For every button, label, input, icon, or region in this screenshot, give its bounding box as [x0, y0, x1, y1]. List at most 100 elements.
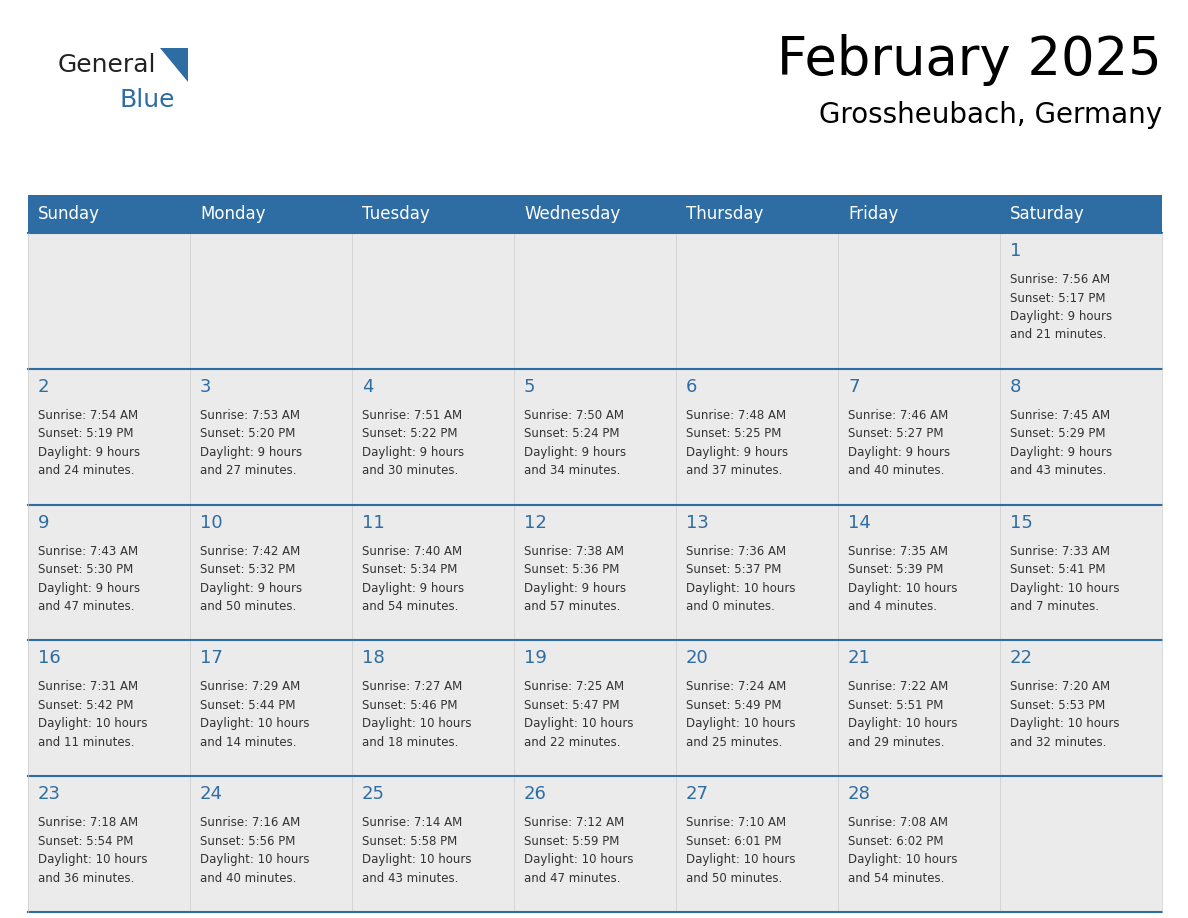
- Text: Sunrise: 7:46 AM
Sunset: 5:27 PM
Daylight: 9 hours
and 40 minutes.: Sunrise: 7:46 AM Sunset: 5:27 PM Dayligh…: [848, 409, 950, 477]
- Bar: [838, 505, 1000, 641]
- Bar: [29, 195, 190, 233]
- Text: Tuesday: Tuesday: [362, 205, 430, 223]
- Bar: [352, 777, 514, 912]
- Text: 23: 23: [38, 785, 61, 803]
- Text: 3: 3: [200, 378, 211, 396]
- Text: Sunrise: 7:42 AM
Sunset: 5:32 PM
Daylight: 9 hours
and 50 minutes.: Sunrise: 7:42 AM Sunset: 5:32 PM Dayligh…: [200, 544, 302, 613]
- Bar: [190, 641, 352, 777]
- Text: Sunrise: 7:38 AM
Sunset: 5:36 PM
Daylight: 9 hours
and 57 minutes.: Sunrise: 7:38 AM Sunset: 5:36 PM Dayligh…: [524, 544, 626, 613]
- Bar: [1000, 505, 1162, 641]
- Text: Sunrise: 7:53 AM
Sunset: 5:20 PM
Daylight: 9 hours
and 27 minutes.: Sunrise: 7:53 AM Sunset: 5:20 PM Dayligh…: [200, 409, 302, 477]
- Text: Sunrise: 7:33 AM
Sunset: 5:41 PM
Daylight: 10 hours
and 7 minutes.: Sunrise: 7:33 AM Sunset: 5:41 PM Dayligh…: [1010, 544, 1119, 613]
- Bar: [514, 369, 676, 505]
- Text: Sunrise: 7:54 AM
Sunset: 5:19 PM
Daylight: 9 hours
and 24 minutes.: Sunrise: 7:54 AM Sunset: 5:19 PM Dayligh…: [38, 409, 140, 477]
- Text: 11: 11: [362, 513, 385, 532]
- Text: Sunrise: 7:10 AM
Sunset: 6:01 PM
Daylight: 10 hours
and 50 minutes.: Sunrise: 7:10 AM Sunset: 6:01 PM Dayligh…: [685, 816, 796, 885]
- Bar: [676, 369, 838, 505]
- Text: 17: 17: [200, 649, 223, 667]
- Text: 10: 10: [200, 513, 222, 532]
- Bar: [838, 641, 1000, 777]
- Bar: [1000, 369, 1162, 505]
- Text: 26: 26: [524, 785, 546, 803]
- Text: 19: 19: [524, 649, 546, 667]
- Bar: [1000, 233, 1162, 369]
- Text: February 2025: February 2025: [777, 34, 1162, 86]
- Bar: [838, 233, 1000, 369]
- Bar: [514, 641, 676, 777]
- Bar: [676, 777, 838, 912]
- Bar: [352, 233, 514, 369]
- Bar: [29, 505, 190, 641]
- Text: 21: 21: [848, 649, 871, 667]
- Text: General: General: [58, 53, 157, 77]
- Text: Sunrise: 7:18 AM
Sunset: 5:54 PM
Daylight: 10 hours
and 36 minutes.: Sunrise: 7:18 AM Sunset: 5:54 PM Dayligh…: [38, 816, 147, 885]
- Text: 22: 22: [1010, 649, 1034, 667]
- Text: 4: 4: [362, 378, 373, 396]
- Text: 14: 14: [848, 513, 871, 532]
- Text: Sunrise: 7:45 AM
Sunset: 5:29 PM
Daylight: 9 hours
and 43 minutes.: Sunrise: 7:45 AM Sunset: 5:29 PM Dayligh…: [1010, 409, 1112, 477]
- Bar: [352, 195, 514, 233]
- Text: Sunrise: 7:12 AM
Sunset: 5:59 PM
Daylight: 10 hours
and 47 minutes.: Sunrise: 7:12 AM Sunset: 5:59 PM Dayligh…: [524, 816, 633, 885]
- Text: 1: 1: [1010, 242, 1022, 260]
- Text: Sunrise: 7:35 AM
Sunset: 5:39 PM
Daylight: 10 hours
and 4 minutes.: Sunrise: 7:35 AM Sunset: 5:39 PM Dayligh…: [848, 544, 958, 613]
- Text: Sunrise: 7:56 AM
Sunset: 5:17 PM
Daylight: 9 hours
and 21 minutes.: Sunrise: 7:56 AM Sunset: 5:17 PM Dayligh…: [1010, 273, 1112, 341]
- Text: 18: 18: [362, 649, 385, 667]
- Text: 15: 15: [1010, 513, 1032, 532]
- Text: Blue: Blue: [120, 88, 176, 112]
- Polygon shape: [160, 48, 188, 82]
- Bar: [676, 505, 838, 641]
- Text: Saturday: Saturday: [1010, 205, 1085, 223]
- Bar: [1000, 641, 1162, 777]
- Text: 2: 2: [38, 378, 50, 396]
- Bar: [190, 777, 352, 912]
- Text: 7: 7: [848, 378, 859, 396]
- Text: 25: 25: [362, 785, 385, 803]
- Text: Sunrise: 7:25 AM
Sunset: 5:47 PM
Daylight: 10 hours
and 22 minutes.: Sunrise: 7:25 AM Sunset: 5:47 PM Dayligh…: [524, 680, 633, 749]
- Text: Monday: Monday: [200, 205, 265, 223]
- Text: 13: 13: [685, 513, 709, 532]
- Text: 28: 28: [848, 785, 871, 803]
- Bar: [352, 505, 514, 641]
- Bar: [514, 505, 676, 641]
- Bar: [838, 777, 1000, 912]
- Text: 5: 5: [524, 378, 536, 396]
- Bar: [514, 195, 676, 233]
- Text: 24: 24: [200, 785, 223, 803]
- Text: Sunrise: 7:40 AM
Sunset: 5:34 PM
Daylight: 9 hours
and 54 minutes.: Sunrise: 7:40 AM Sunset: 5:34 PM Dayligh…: [362, 544, 465, 613]
- Text: Sunrise: 7:20 AM
Sunset: 5:53 PM
Daylight: 10 hours
and 32 minutes.: Sunrise: 7:20 AM Sunset: 5:53 PM Dayligh…: [1010, 680, 1119, 749]
- Text: Sunrise: 7:50 AM
Sunset: 5:24 PM
Daylight: 9 hours
and 34 minutes.: Sunrise: 7:50 AM Sunset: 5:24 PM Dayligh…: [524, 409, 626, 477]
- Text: Wednesday: Wednesday: [524, 205, 620, 223]
- Bar: [29, 233, 190, 369]
- Bar: [352, 641, 514, 777]
- Bar: [29, 369, 190, 505]
- Bar: [29, 641, 190, 777]
- Text: Sunrise: 7:51 AM
Sunset: 5:22 PM
Daylight: 9 hours
and 30 minutes.: Sunrise: 7:51 AM Sunset: 5:22 PM Dayligh…: [362, 409, 465, 477]
- Text: Sunday: Sunday: [38, 205, 100, 223]
- Text: Sunrise: 7:22 AM
Sunset: 5:51 PM
Daylight: 10 hours
and 29 minutes.: Sunrise: 7:22 AM Sunset: 5:51 PM Dayligh…: [848, 680, 958, 749]
- Text: 27: 27: [685, 785, 709, 803]
- Text: Sunrise: 7:08 AM
Sunset: 6:02 PM
Daylight: 10 hours
and 54 minutes.: Sunrise: 7:08 AM Sunset: 6:02 PM Dayligh…: [848, 816, 958, 885]
- Text: 9: 9: [38, 513, 50, 532]
- Bar: [29, 777, 190, 912]
- Bar: [190, 505, 352, 641]
- Bar: [190, 195, 352, 233]
- Text: Sunrise: 7:16 AM
Sunset: 5:56 PM
Daylight: 10 hours
and 40 minutes.: Sunrise: 7:16 AM Sunset: 5:56 PM Dayligh…: [200, 816, 310, 885]
- Bar: [1000, 777, 1162, 912]
- Bar: [838, 369, 1000, 505]
- Text: Grossheubach, Germany: Grossheubach, Germany: [819, 101, 1162, 129]
- Bar: [352, 369, 514, 505]
- Bar: [1000, 195, 1162, 233]
- Text: 16: 16: [38, 649, 61, 667]
- Bar: [514, 233, 676, 369]
- Text: 8: 8: [1010, 378, 1022, 396]
- Text: Sunrise: 7:36 AM
Sunset: 5:37 PM
Daylight: 10 hours
and 0 minutes.: Sunrise: 7:36 AM Sunset: 5:37 PM Dayligh…: [685, 544, 796, 613]
- Bar: [676, 233, 838, 369]
- Bar: [514, 777, 676, 912]
- Text: Sunrise: 7:48 AM
Sunset: 5:25 PM
Daylight: 9 hours
and 37 minutes.: Sunrise: 7:48 AM Sunset: 5:25 PM Dayligh…: [685, 409, 788, 477]
- Bar: [190, 369, 352, 505]
- Text: Sunrise: 7:31 AM
Sunset: 5:42 PM
Daylight: 10 hours
and 11 minutes.: Sunrise: 7:31 AM Sunset: 5:42 PM Dayligh…: [38, 680, 147, 749]
- Bar: [190, 233, 352, 369]
- Text: 6: 6: [685, 378, 697, 396]
- Text: Sunrise: 7:14 AM
Sunset: 5:58 PM
Daylight: 10 hours
and 43 minutes.: Sunrise: 7:14 AM Sunset: 5:58 PM Dayligh…: [362, 816, 472, 885]
- Text: 12: 12: [524, 513, 546, 532]
